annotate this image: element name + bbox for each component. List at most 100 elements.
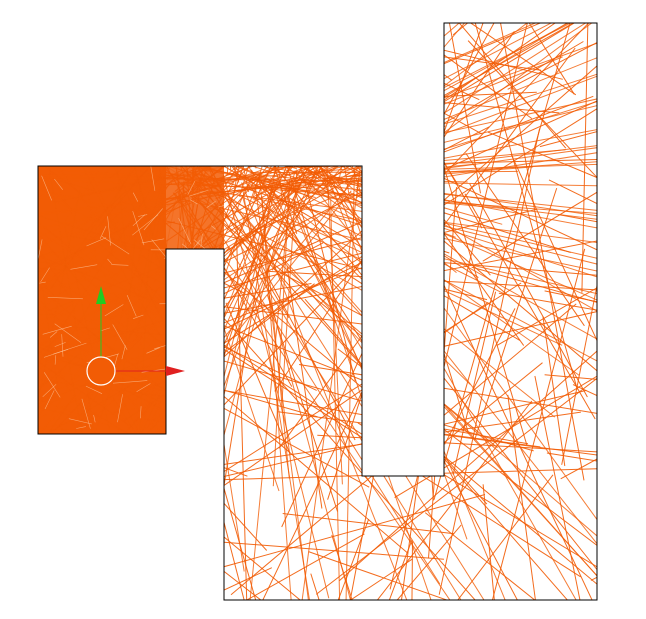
ray-line: [418, 411, 646, 619]
ray-line: [0, 541, 134, 619]
ray-line: [80, 531, 179, 619]
ray-line: [121, 568, 271, 619]
ray-line: [183, 0, 452, 80]
ray-line: [57, 0, 291, 167]
ray-line: [0, 0, 541, 70]
ray-line: [343, 156, 646, 614]
ray-line: [337, 181, 646, 619]
ray-gap: [200, 410, 217, 429]
ray-line: [192, 0, 232, 190]
ray-line: [222, 0, 479, 191]
ray-line: [159, 0, 189, 176]
ray-line: [0, 0, 348, 169]
ray-line: [0, 0, 271, 180]
ray-line: [287, 0, 646, 55]
ray-line: [290, 23, 397, 171]
ray-line: [199, 10, 315, 178]
ray-gap: [207, 404, 216, 418]
ray-line: [220, 0, 373, 170]
ray-line: [103, 390, 586, 505]
ray-line: [405, 0, 439, 298]
ray-line: [0, 0, 206, 189]
ray-line: [195, 0, 296, 193]
ray-line: [0, 0, 231, 28]
origin-handle[interactable]: [87, 357, 115, 385]
ray-line: [453, 0, 646, 35]
ray-line: [71, 530, 444, 559]
ray-line: [149, 0, 420, 98]
ray-line: [214, 0, 646, 180]
ray-line: [0, 0, 50, 169]
ray-line: [356, 86, 646, 191]
ray-line: [0, 473, 79, 619]
ray-line: [355, 174, 646, 430]
ray-line: [127, 33, 358, 174]
ray-line: [47, 0, 188, 187]
ray-line: [189, 29, 239, 183]
ray-gap: [185, 381, 215, 390]
ray-gap: [209, 262, 237, 269]
ray-line: [0, 0, 164, 167]
ray-line: [408, 115, 434, 501]
ray-line: [193, 0, 195, 195]
ray-line: [205, 0, 231, 171]
ray-line: [286, 0, 646, 41]
ray-line: [179, 279, 180, 474]
ray-gap: [198, 399, 211, 415]
ray-gap: [190, 300, 197, 318]
ray-line: [173, 193, 472, 619]
ray-line: [78, 0, 249, 192]
ray-line: [212, 0, 368, 76]
ray-line: [330, 181, 422, 423]
ray-line: [0, 0, 312, 167]
ray-line: [192, 399, 392, 619]
ray-line: [220, 0, 250, 150]
ray-line: [104, 0, 196, 179]
ray-line: [139, 0, 186, 170]
ray-line: [164, 0, 361, 194]
ray-line: [0, 48, 136, 142]
ray-line: [332, 535, 402, 619]
ray-line: [356, 0, 407, 183]
ray-line: [189, 0, 360, 192]
ray-line: [221, 0, 646, 180]
ray-line: [0, 47, 280, 175]
ray-line: [274, 269, 435, 354]
ray-line: [251, 170, 378, 375]
ray-line: [7, 0, 256, 168]
ray-gap: [201, 408, 207, 409]
ray-line: [138, 9, 222, 193]
ray-gap: [220, 262, 223, 271]
ray-line: [200, 15, 646, 187]
ray-line: [192, 62, 646, 619]
ray-line: [148, 0, 266, 108]
ray-line: [38, 0, 374, 130]
ray-line: [285, 0, 303, 144]
ray-line: [0, 16, 216, 189]
ray-line: [80, 0, 480, 100]
ray-line: [137, 0, 333, 314]
ray-line: [0, 0, 170, 169]
ray-gap: [177, 394, 189, 409]
ray-line: [346, 0, 646, 176]
ray-line: [47, 0, 523, 49]
ray-gap: [194, 408, 202, 424]
ray-line: [144, 0, 254, 176]
ray-gap: [190, 278, 194, 286]
ray-line: [0, 539, 204, 585]
ray-line: [0, 0, 418, 58]
ray-line: [159, 0, 181, 181]
ray-line: [0, 0, 327, 188]
ray-line: [0, 534, 91, 619]
x-axis-arrow-icon[interactable]: [166, 366, 185, 376]
ray-line: [0, 0, 337, 41]
ray-gap: [184, 355, 205, 357]
ray-line: [144, 419, 646, 518]
ray-gap: [185, 304, 198, 307]
ray-line: [340, 195, 646, 449]
ray-line: [0, 240, 41, 390]
ray-line: [0, 0, 200, 190]
